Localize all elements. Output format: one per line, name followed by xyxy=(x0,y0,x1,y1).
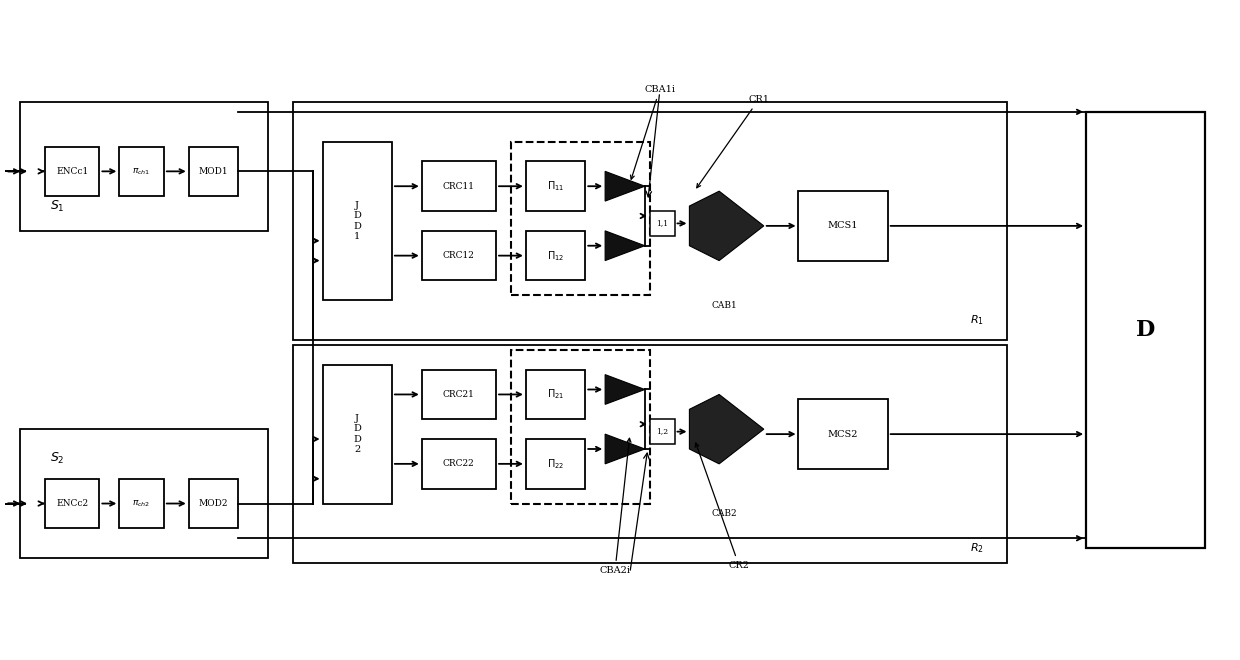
Text: MCS2: MCS2 xyxy=(828,430,858,439)
Text: 1,1: 1,1 xyxy=(656,219,668,228)
Text: $\pi_{ch1}$: $\pi_{ch1}$ xyxy=(133,166,151,177)
Text: MOD2: MOD2 xyxy=(198,499,228,508)
Text: $\Pi_{12}$: $\Pi_{12}$ xyxy=(547,249,564,263)
Bar xyxy=(422,162,496,211)
Text: $S_2$: $S_2$ xyxy=(50,451,64,467)
Text: CRC11: CRC11 xyxy=(443,182,475,191)
Polygon shape xyxy=(605,434,645,464)
Text: D: D xyxy=(1136,319,1156,341)
Bar xyxy=(422,370,496,419)
Text: ENCc2: ENCc2 xyxy=(56,499,88,508)
Bar xyxy=(650,419,675,444)
Polygon shape xyxy=(689,191,764,261)
Bar xyxy=(45,478,99,528)
Bar xyxy=(20,429,268,558)
Text: MOD1: MOD1 xyxy=(198,167,228,176)
Text: 1,2: 1,2 xyxy=(656,428,668,436)
Bar xyxy=(322,365,392,504)
Text: ENCc1: ENCc1 xyxy=(56,167,88,176)
Text: CR1: CR1 xyxy=(697,95,769,187)
Bar xyxy=(526,231,585,280)
Text: CRC22: CRC22 xyxy=(443,459,475,469)
Bar xyxy=(526,370,585,419)
Bar xyxy=(422,439,496,488)
Bar xyxy=(799,191,888,261)
Bar xyxy=(293,345,1007,563)
Text: CAB2: CAB2 xyxy=(712,509,737,518)
Polygon shape xyxy=(605,231,645,261)
Bar xyxy=(293,102,1007,340)
Text: $\Pi_{21}$: $\Pi_{21}$ xyxy=(547,387,564,401)
Bar xyxy=(511,350,650,504)
Text: $\Pi_{11}$: $\Pi_{11}$ xyxy=(547,180,564,193)
Text: J
D
D
2: J D D 2 xyxy=(353,414,361,454)
Bar xyxy=(322,142,392,300)
Bar xyxy=(526,439,585,488)
Text: $R_2$: $R_2$ xyxy=(970,541,983,555)
Polygon shape xyxy=(689,395,764,464)
Text: CBA2i: CBA2i xyxy=(600,438,631,575)
Bar xyxy=(422,231,496,280)
Bar xyxy=(799,399,888,469)
Text: CRC12: CRC12 xyxy=(443,251,475,260)
Bar xyxy=(119,147,164,196)
Bar xyxy=(1086,112,1205,548)
Text: $S_1$: $S_1$ xyxy=(50,199,64,214)
Bar xyxy=(650,211,675,236)
Bar xyxy=(188,147,238,196)
Text: CAB1: CAB1 xyxy=(712,301,737,310)
Text: J
D
D
1: J D D 1 xyxy=(353,201,361,241)
Text: CBA1i: CBA1i xyxy=(630,85,675,180)
Polygon shape xyxy=(605,172,645,201)
Text: MCS1: MCS1 xyxy=(828,221,858,230)
Bar xyxy=(20,102,268,231)
Polygon shape xyxy=(605,375,645,405)
Text: $\pi_{ch2}$: $\pi_{ch2}$ xyxy=(133,498,151,509)
Bar xyxy=(188,478,238,528)
Text: CRC21: CRC21 xyxy=(443,390,475,399)
Bar xyxy=(526,162,585,211)
Text: $R_1$: $R_1$ xyxy=(970,314,985,327)
Bar xyxy=(45,147,99,196)
Bar xyxy=(119,478,164,528)
Text: $\Pi_{22}$: $\Pi_{22}$ xyxy=(547,457,564,471)
Bar xyxy=(511,142,650,295)
Text: CR2: CR2 xyxy=(696,443,749,570)
